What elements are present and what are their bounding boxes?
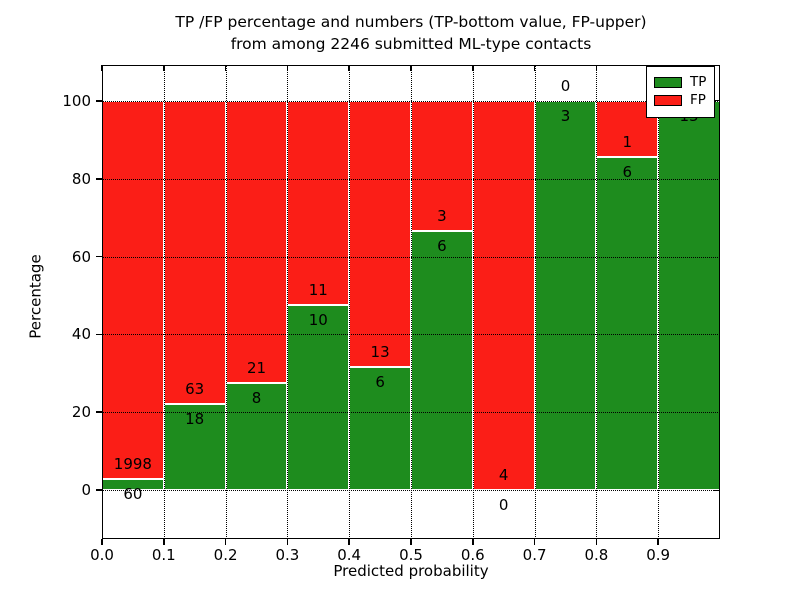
gridline-x0.6: [472, 65, 474, 539]
ytick-mark: [96, 411, 102, 413]
fp-count-label: 11: [308, 280, 328, 299]
fp-count-label: 21: [246, 358, 267, 377]
xtick-mark: [657, 539, 659, 545]
bar-segment-fp: [287, 101, 350, 305]
chart-title-line2: from among 2246 submitted ML-type contac…: [230, 35, 592, 53]
xtick-mark-top: [101, 65, 103, 71]
bar-segment-fp: [349, 101, 411, 368]
xtick-mark: [410, 539, 412, 545]
fp-count-label: 13: [370, 343, 390, 362]
tp-swatch-icon: [654, 77, 682, 88]
plot-area: 1998606318218111013636400316015: [102, 65, 720, 539]
tp-count-label: 6: [622, 162, 633, 181]
xtick-mark: [224, 539, 227, 545]
tp-count-label: 60: [123, 484, 143, 503]
gridline-x0.9: [658, 65, 660, 539]
bar-segment-fp: [163, 101, 226, 404]
tp-count-label: 8: [251, 388, 262, 407]
legend-label: TP: [690, 74, 707, 90]
xtick-label-0.6: 0.6: [460, 546, 485, 564]
ytick-label-40: 40: [71, 325, 91, 344]
tp-count-label: 18: [185, 409, 205, 428]
xtick-mark: [348, 539, 350, 545]
fp-count-label: 63: [185, 379, 205, 398]
fp-swatch-icon: [654, 95, 682, 106]
tp-count-label: 6: [375, 373, 385, 392]
chart-title: TP /FP percentage and numbers (TP-bottom…: [102, 11, 720, 55]
ytick-label-80: 80: [71, 169, 91, 188]
xtick-label-0.5: 0.5: [399, 546, 423, 564]
fp-count-label: 1: [622, 132, 633, 151]
bar-segment-fp: [472, 101, 535, 490]
chart-title-line1: TP /FP percentage and numbers (TP-bottom…: [175, 13, 647, 31]
bar-segment-tp: [349, 367, 411, 490]
legend-label: FP: [690, 92, 706, 108]
x-axis-label: Predicted probability: [333, 562, 489, 580]
gridline-x0.5: [411, 65, 412, 539]
xtick-mark: [286, 539, 289, 545]
gridline-x0.1: [163, 65, 165, 539]
xtick-label-0.3: 0.3: [275, 546, 300, 564]
xtick-label-0.2: 0.2: [213, 546, 238, 564]
bar-segment-tp: [163, 403, 226, 490]
legend: TP FP: [646, 66, 715, 118]
bar-segment-fp: [411, 101, 473, 231]
ytick-label-100: 100: [62, 92, 91, 110]
gridline-x0.2: [225, 65, 227, 539]
tp-count-label: 0: [498, 496, 509, 514]
ytick-mark: [96, 100, 102, 102]
xtick-mark: [533, 539, 536, 545]
gridline-x0.3: [287, 65, 289, 539]
ytick-mark: [96, 255, 102, 258]
bar-segment-tp: [534, 101, 597, 490]
bar-segment-fp: [102, 101, 164, 479]
ytick-mark: [96, 333, 102, 336]
xtick-label-0.9: 0.9: [646, 546, 671, 564]
xtick-mark: [472, 539, 474, 545]
legend-item-fp: FP: [654, 93, 707, 108]
bar-segment-tp: [411, 230, 473, 490]
tp-count-label: 3: [560, 107, 571, 125]
xtick-label-0.8: 0.8: [584, 546, 609, 564]
xtick-mark: [101, 539, 103, 545]
tp-count-label: 10: [308, 310, 328, 329]
bar-segment-tp: [596, 156, 659, 490]
ytick-mark: [96, 489, 102, 491]
legend-item-tp: TP: [654, 75, 707, 90]
ytick-label-60: 60: [71, 247, 91, 266]
bar-segment-tp: [658, 101, 720, 490]
xtick-label-0.0: 0.0: [90, 546, 114, 564]
xtick-mark: [595, 539, 598, 545]
xtick-label-0.4: 0.4: [337, 546, 362, 564]
ytick-label-20: 20: [71, 403, 91, 422]
bar-segment-tp: [287, 304, 350, 490]
y-axis-label: Percentage: [26, 254, 45, 339]
xtick-mark: [163, 539, 165, 545]
fp-count-label: 1998: [113, 454, 152, 473]
xtick-label-0.7: 0.7: [522, 546, 547, 564]
tp-count-label: 6: [437, 236, 447, 255]
ytick-mark: [96, 178, 102, 180]
gridline-x0.8: [596, 65, 598, 539]
fp-count-label: 3: [437, 206, 447, 225]
fp-count-label: 0: [560, 77, 571, 95]
bar-segment-fp: [225, 101, 288, 383]
ytick-label-0: 0: [81, 481, 91, 499]
xtick-label-0.1: 0.1: [151, 546, 176, 564]
gridline-x0.4: [349, 65, 351, 539]
gridline-x0.7: [534, 65, 536, 539]
fp-count-label: 4: [498, 466, 509, 484]
